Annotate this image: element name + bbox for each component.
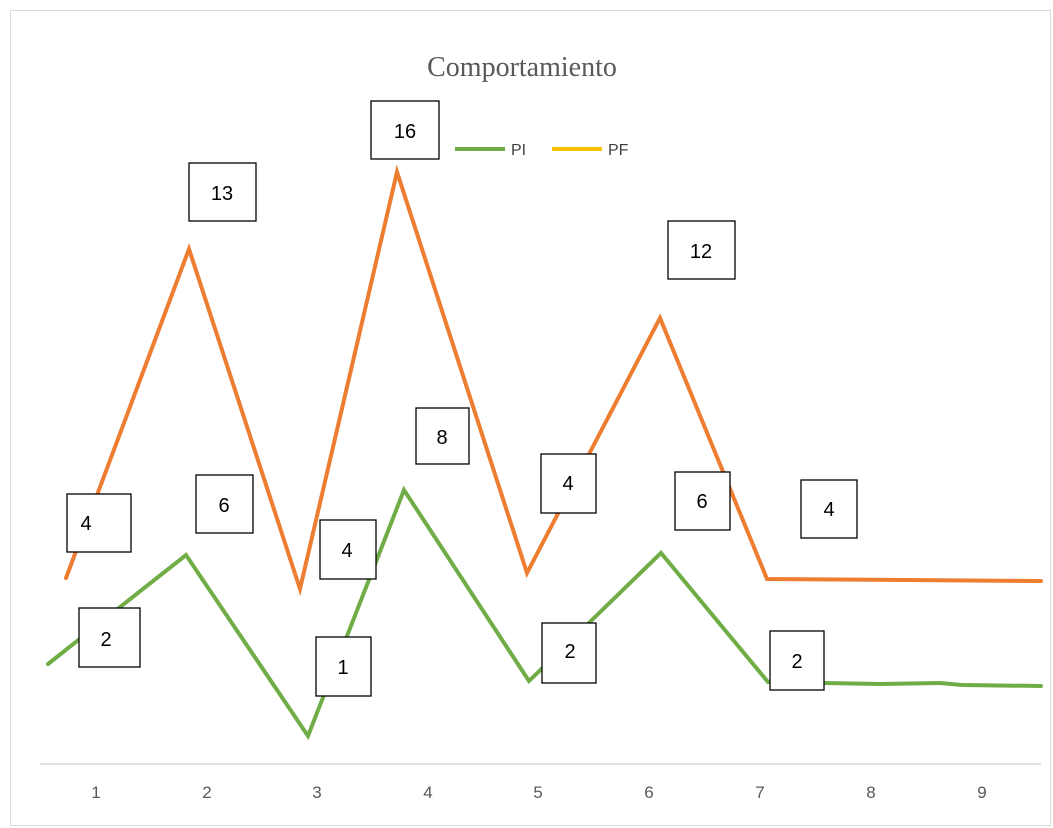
data-label: 12 bbox=[667, 220, 736, 280]
series-layer bbox=[46, 164, 1043, 741]
data-label: 6 bbox=[195, 474, 254, 534]
data-label-box bbox=[78, 607, 141, 668]
data-label-box bbox=[800, 479, 858, 539]
data-label-box bbox=[769, 630, 825, 691]
data-label-text: 16 bbox=[394, 121, 416, 143]
data-label-text: 4 bbox=[823, 499, 834, 521]
x-tick-label: 7 bbox=[755, 783, 764, 802]
x-tick-label: 2 bbox=[202, 783, 211, 802]
x-tick-label: 8 bbox=[866, 783, 875, 802]
data-label-text: 8 bbox=[436, 427, 447, 449]
data-label-text: 6 bbox=[696, 491, 707, 513]
data-label-text: 6 bbox=[218, 495, 229, 517]
data-label: 2 bbox=[541, 622, 597, 684]
x-tick-label: 4 bbox=[423, 783, 432, 802]
data-label-box bbox=[188, 162, 257, 222]
data-label: 4 bbox=[540, 453, 597, 514]
data-label: 4 bbox=[319, 519, 377, 580]
data-label-box bbox=[319, 519, 377, 580]
data-label: 13 bbox=[188, 162, 257, 222]
x-axis-ticks: 1 2 3 4 5 6 7 8 9 bbox=[91, 783, 986, 802]
data-label: 4 bbox=[66, 493, 132, 553]
legend-label-pf: PF bbox=[608, 142, 629, 159]
x-tick-label: 3 bbox=[312, 783, 321, 802]
x-tick-label: 5 bbox=[533, 783, 542, 802]
x-tick-label: 9 bbox=[977, 783, 986, 802]
x-tick-label: 1 bbox=[91, 783, 100, 802]
data-label-box bbox=[674, 471, 731, 531]
series-line-pi bbox=[46, 485, 1043, 741]
data-label-text: 4 bbox=[80, 513, 91, 535]
data-label-text: 4 bbox=[341, 540, 352, 562]
series-line-pf bbox=[64, 164, 1043, 597]
data-label: 4 bbox=[800, 479, 858, 539]
chart-title: Comportamiento bbox=[427, 52, 617, 83]
data-label: 16 bbox=[370, 100, 440, 160]
data-labels: 4 13 16 12 2 6 1 4 8 4 2 6 2 4 bbox=[66, 100, 858, 697]
data-label-text: 1 bbox=[337, 657, 348, 679]
data-label-box bbox=[667, 220, 736, 280]
data-label-text: 4 bbox=[562, 473, 573, 495]
data-label-box bbox=[195, 474, 254, 534]
data-label: 2 bbox=[769, 630, 825, 691]
legend: PI PF bbox=[455, 142, 629, 159]
data-label-box bbox=[315, 636, 372, 697]
data-label-text: 13 bbox=[211, 183, 233, 205]
data-label-box bbox=[541, 622, 597, 684]
legend-label-pi: PI bbox=[511, 142, 526, 159]
data-label: 1 bbox=[315, 636, 372, 697]
data-label-box bbox=[415, 407, 470, 465]
data-label-text: 2 bbox=[100, 629, 111, 651]
data-label-text: 2 bbox=[564, 641, 575, 663]
chart-frame bbox=[10, 10, 1051, 826]
data-label: 8 bbox=[415, 407, 470, 465]
data-label: 2 bbox=[78, 607, 141, 668]
data-label-box bbox=[370, 100, 440, 160]
data-label-box bbox=[66, 493, 132, 553]
data-label-box bbox=[540, 453, 597, 514]
x-tick-label: 6 bbox=[644, 783, 653, 802]
data-label: 6 bbox=[674, 471, 731, 531]
data-label-text: 2 bbox=[791, 651, 802, 673]
data-label-text: 12 bbox=[690, 241, 712, 263]
